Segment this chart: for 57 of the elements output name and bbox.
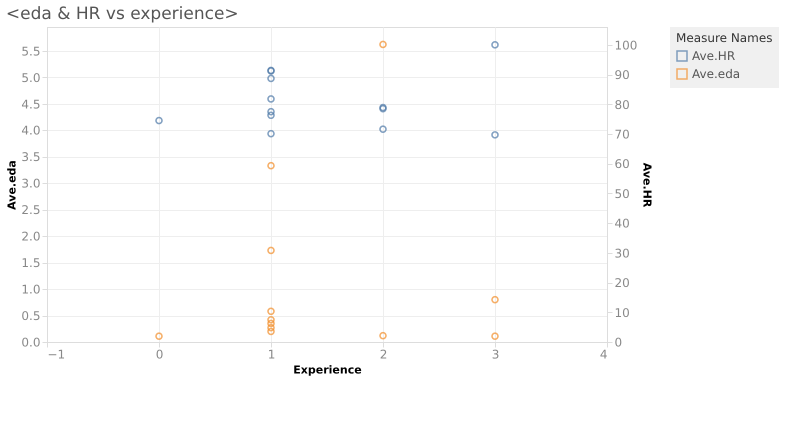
point [491,41,499,49]
point [267,111,275,120]
x-axis-title: Experience [293,364,362,376]
point [155,332,163,340]
point [267,74,275,82]
y2-tick-label: 10 [614,306,630,320]
y-tick-label: 1.0 [21,282,40,297]
point [267,130,275,138]
legend-label: Ave.eda [692,67,740,81]
y2-tick-label: 30 [614,246,630,260]
point [379,125,387,134]
y-tick-label: 5.5 [21,44,40,58]
y-tick-label: 3.0 [21,176,40,191]
point [155,116,163,124]
y2-tick-label: 0 [614,336,622,350]
point [267,108,275,116]
y2-tick-label: 50 [614,186,630,201]
y-axis-title: Ave.eda [5,160,18,210]
point [379,40,387,48]
y2-tick-label: 100 [614,38,638,52]
y-tick-label: 5.0 [21,70,40,85]
y2-tick-label: 70 [614,127,630,142]
y-tick-label: 4.5 [21,97,40,112]
point [491,296,499,304]
legend-label: Ave.HR [692,49,736,63]
y2-tick-label: 20 [614,276,630,290]
y2-tick-label: 60 [614,157,630,172]
x-tick-label: 3 [492,348,500,362]
y2-tick-label: 40 [614,216,630,231]
y2-tick-label: 90 [614,68,630,82]
y-tick-label: 2.5 [21,203,40,218]
y2-axis-title: Ave.HR [640,162,654,208]
y-tick-label: 0.5 [21,309,40,324]
x-tick-label: 0 [156,348,164,362]
x-tick-label: 4 [600,348,608,362]
point [491,332,499,340]
y-tick-label: 4.0 [21,124,40,138]
x-tick-label: 2 [380,348,388,362]
legend-title: Measure Names [676,31,772,45]
point [379,332,387,340]
point [267,316,275,324]
point [267,246,275,254]
point [267,324,275,332]
point [267,162,275,170]
y2-tick-label: 80 [614,98,630,112]
point [267,328,275,336]
chart-title: <eda & HR vs experience> [6,4,239,24]
x-tick-label: 1 [268,348,276,362]
x-tick-label: −1 [48,348,66,362]
y-tick-label: 0.0 [21,336,40,350]
point [267,320,275,328]
point [267,308,275,316]
y-tick-label: 1.5 [21,256,40,270]
point [267,95,275,103]
y-tick-label: 3.5 [21,150,40,164]
y-tick-label: 2.0 [21,230,40,244]
point [491,131,499,139]
